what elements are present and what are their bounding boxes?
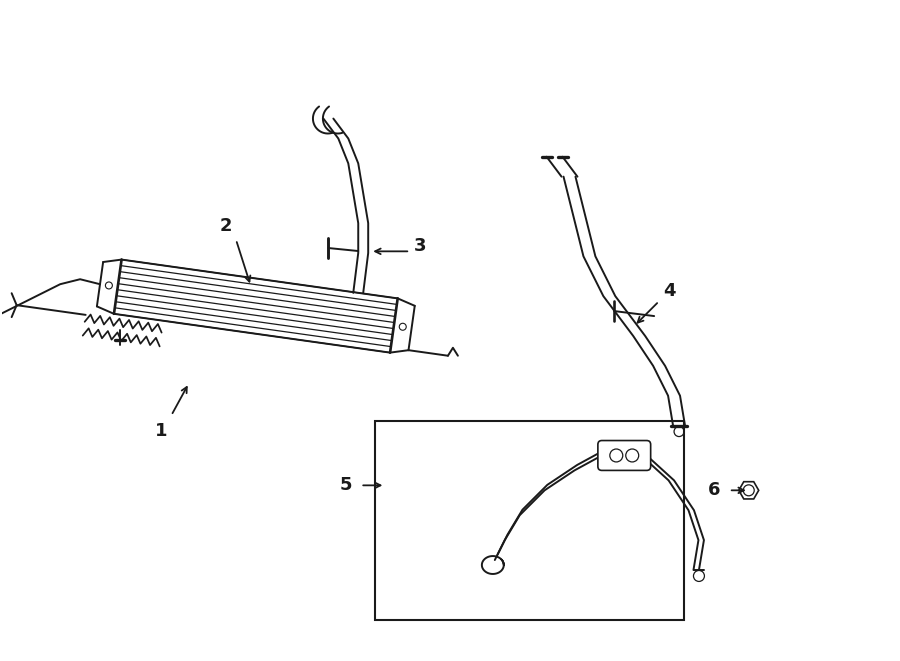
Text: 2: 2 (220, 217, 232, 235)
Polygon shape (739, 482, 759, 499)
Text: 5: 5 (339, 477, 352, 494)
Text: 1: 1 (155, 422, 167, 440)
FancyBboxPatch shape (598, 440, 651, 471)
Text: 4: 4 (662, 282, 675, 300)
Text: 6: 6 (707, 481, 720, 499)
Text: 3: 3 (414, 237, 427, 255)
Bar (375, 420, 684, 620)
